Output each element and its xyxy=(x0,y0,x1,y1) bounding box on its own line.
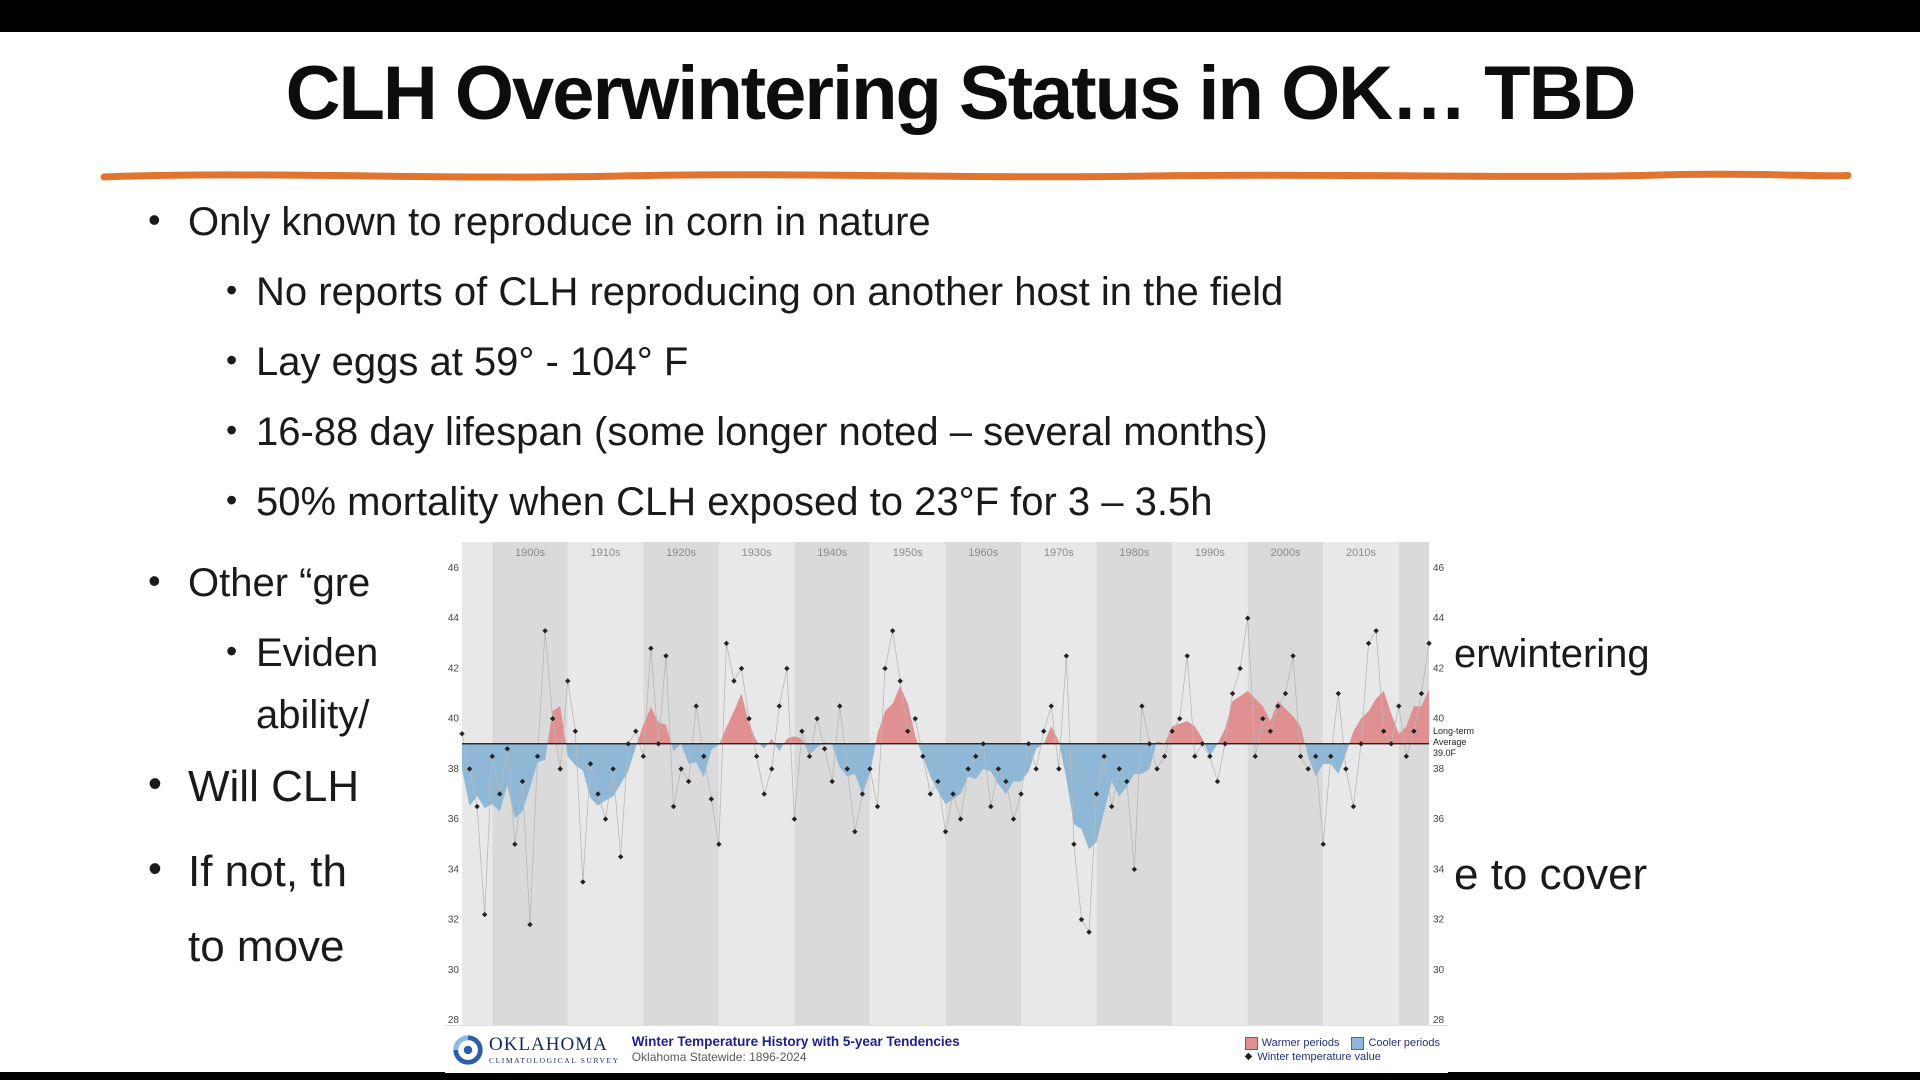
bullet-text: Lay eggs at 59° - 104° F xyxy=(256,340,689,384)
bullet-line-continuation: ability/ xyxy=(256,691,369,739)
bullet-text: Eviden xyxy=(256,631,379,675)
svg-text:38: 38 xyxy=(448,764,460,775)
org-subtitle: CLIMATOLOGICAL SURVEY xyxy=(489,1055,620,1065)
decade-labels: 1900s 1910s 1920s 1930s 1940s 1950s 1960s 1970s… xyxy=(515,547,1376,559)
svg-text:1910s: 1910s xyxy=(591,547,621,559)
svg-text:2000s: 2000s xyxy=(1270,547,1300,559)
bullet-marker: • xyxy=(148,199,161,240)
bullet-marker: • xyxy=(226,482,238,518)
bullet-line: • Will CLH xyxy=(148,761,360,814)
bullet-text: to move xyxy=(188,922,345,971)
legend-row: ◆ Winter temperature value xyxy=(1245,1051,1440,1063)
bullet-line: • Eviden xyxy=(226,629,379,677)
chart-legend: Warmer periods Cooler periods ◆ Winter t… xyxy=(1244,1036,1440,1064)
svg-text:1990s: 1990s xyxy=(1195,547,1225,559)
chart-footer: OKLAHOMA CLIMATOLOGICAL SURVEY Winter Te… xyxy=(445,1025,1448,1073)
bullet-text: No reports of CLH reproducing on another… xyxy=(256,270,1284,314)
svg-text:1980s: 1980s xyxy=(1119,547,1149,559)
bullet-text: 16-88 day lifespan (some longer noted – … xyxy=(256,410,1268,454)
bullet-marker: • xyxy=(226,342,238,378)
bullet-text: Other “gre xyxy=(188,561,371,605)
svg-text:36: 36 xyxy=(1433,814,1445,825)
bullet-line: • 16-88 day lifespan (some longer noted … xyxy=(226,408,1268,456)
bullet-text: ability/ xyxy=(256,693,370,737)
cooler-periods-swatch xyxy=(1351,1036,1365,1050)
text-fragment-right: erwintering xyxy=(1454,632,1650,676)
bullet-marker: • xyxy=(148,560,161,601)
svg-text:42: 42 xyxy=(1433,663,1445,674)
svg-text:1970s: 1970s xyxy=(1044,547,1074,559)
chart-source: OKLAHOMA CLIMATOLOGICAL SURVEY xyxy=(489,1035,620,1065)
svg-text:44: 44 xyxy=(1433,613,1445,624)
svg-text:1950s: 1950s xyxy=(893,547,923,559)
svg-text:1940s: 1940s xyxy=(817,547,847,559)
ocs-logo-icon xyxy=(453,1034,483,1065)
bullet-text: 50% mortality when CLH exposed to 23°F f… xyxy=(256,480,1213,524)
svg-text:1930s: 1930s xyxy=(742,547,772,559)
bullet-line: • Only known to reproduce in corn in nat… xyxy=(148,198,931,246)
bullet-line-continuation: to move xyxy=(188,921,345,974)
bullet-line: • If not, th xyxy=(148,846,347,899)
title-underline xyxy=(100,170,1852,181)
bullet-line: • No reports of CLH reproducing on anoth… xyxy=(226,268,1284,316)
legend-label: Cooler periods xyxy=(1368,1037,1440,1049)
svg-text:40: 40 xyxy=(1433,714,1445,725)
svg-text:46: 46 xyxy=(1433,563,1445,574)
y-axis-tick-labels: 28 28 30 30 32 32 34 34 36 36 38 38 40 40 42 42 44 44 46 46 xyxy=(448,563,1445,1025)
slide: CLH Overwintering Status in OK… TBD • On… xyxy=(0,32,1920,1073)
svg-text:42: 42 xyxy=(448,663,460,674)
svg-text:32: 32 xyxy=(1433,915,1445,926)
bullet-marker: • xyxy=(226,272,238,308)
chart-subtitle: Oklahoma Statewide: 1896-2024 xyxy=(631,1050,807,1065)
svg-text:1960s: 1960s xyxy=(968,547,998,559)
bullet-marker: • xyxy=(148,847,162,891)
bullet-marker: • xyxy=(148,762,162,806)
bullet-text: Only known to reproduce in corn in natur… xyxy=(188,200,931,244)
decade-bands xyxy=(462,542,1429,1025)
text-fragment-right: e to cover xyxy=(1454,850,1648,899)
svg-text:30: 30 xyxy=(448,965,460,976)
chart-title-block: Winter Temperature History with 5-year T… xyxy=(632,1034,960,1065)
bullet-line: • Other “gre xyxy=(148,559,371,607)
bullet-line: • 50% mortality when CLH exposed to 23°F… xyxy=(226,478,1213,526)
bullet-text: If not, th xyxy=(188,847,347,896)
svg-text:36: 36 xyxy=(448,814,460,825)
warmer-periods-swatch xyxy=(1244,1036,1258,1050)
chart-title: Winter Temperature History with 5-year T… xyxy=(631,1033,960,1049)
bullet-text: Will CLH xyxy=(188,762,360,811)
legend-row: Warmer periods Cooler periods xyxy=(1244,1036,1440,1050)
svg-text:46: 46 xyxy=(448,563,460,574)
winter-temperature-chart: 1900s 1910s 1920s 1930s 1940s 1950s 1960s 1970s… xyxy=(445,542,1474,1073)
page-title: CLH Overwintering Status in OK… TBD xyxy=(285,51,1637,136)
svg-text:28: 28 xyxy=(448,1015,460,1025)
svg-text:28: 28 xyxy=(1433,1015,1445,1025)
org-name: OKLAHOMA xyxy=(489,1033,608,1055)
svg-text:30: 30 xyxy=(1433,965,1445,976)
bullet-marker: • xyxy=(226,412,238,448)
svg-text:34: 34 xyxy=(448,864,460,875)
svg-text:2010s: 2010s xyxy=(1346,547,1376,559)
svg-text:1900s: 1900s xyxy=(515,547,545,559)
tendency-areas xyxy=(462,686,1429,850)
long-term-average-label: Long-term Average 39.0F xyxy=(1433,726,1475,758)
bullet-line: • Lay eggs at 59° - 104° F xyxy=(226,338,689,386)
svg-text:32: 32 xyxy=(448,915,460,926)
legend-label: Winter temperature value xyxy=(1257,1050,1381,1063)
diamond-marker-icon: ◆ xyxy=(1244,1050,1253,1062)
svg-text:1920s: 1920s xyxy=(666,547,696,559)
bullet-marker: • xyxy=(226,633,238,669)
svg-text:38: 38 xyxy=(1433,764,1445,775)
legend-label: Warmer periods xyxy=(1261,1037,1340,1049)
svg-text:34: 34 xyxy=(1433,864,1445,875)
svg-text:40: 40 xyxy=(448,714,460,725)
title-underline-stroke xyxy=(100,170,1852,181)
chart-plot: 1900s 1910s 1920s 1930s 1940s 1950s 1960s 1970s… xyxy=(448,542,1445,1025)
svg-text:44: 44 xyxy=(448,613,460,624)
